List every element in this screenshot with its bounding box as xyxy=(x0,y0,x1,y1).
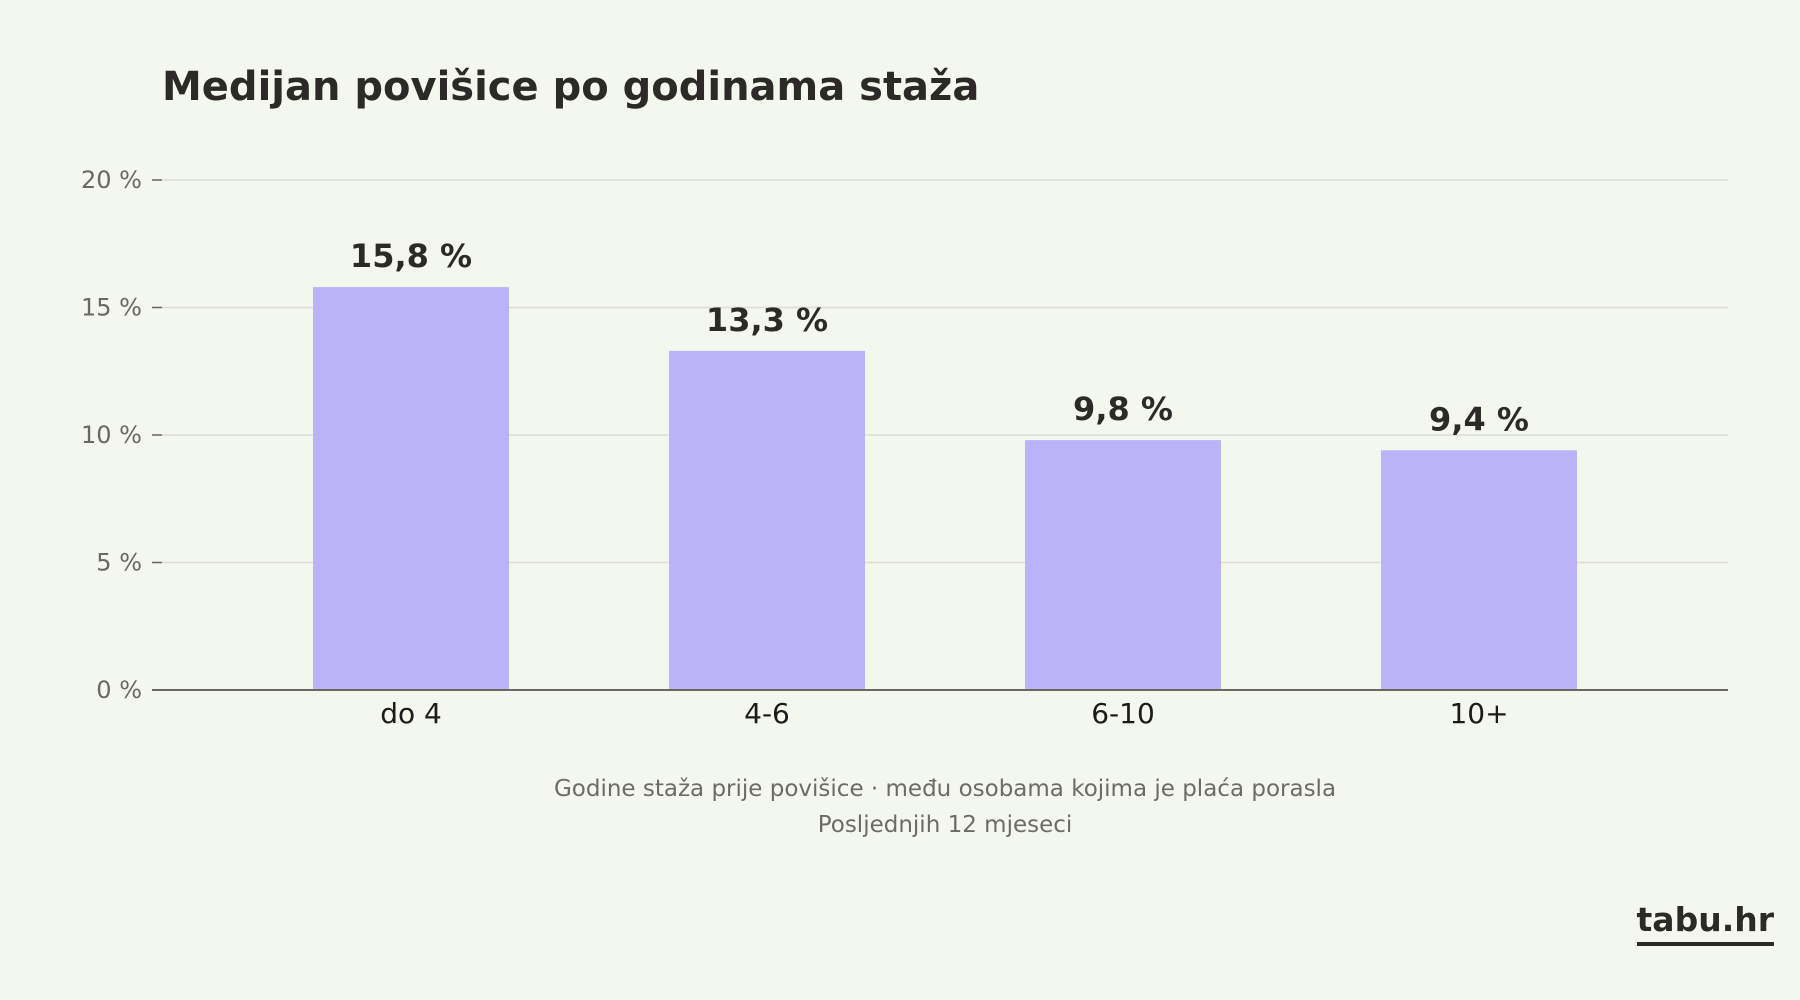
x-tick-label: 10+ xyxy=(1449,697,1508,730)
bar-do-4 xyxy=(313,287,509,690)
y-tick-label: 10 % xyxy=(81,421,142,449)
chart-title: Medijan povišice po godinama staža xyxy=(162,64,980,110)
x-tick-label: 4-6 xyxy=(744,697,790,730)
y-tick-label: 15 % xyxy=(81,294,142,322)
value-labels: 15,8 % 13,3 % 9,8 % 9,4 % xyxy=(350,237,1529,438)
bar-6-10 xyxy=(1025,440,1221,690)
bar-10 xyxy=(1381,450,1577,690)
brand-logo[interactable]: tabu.hr xyxy=(1636,901,1774,947)
bars xyxy=(313,287,1577,690)
chart-note-line-2: Posljednjih 12 mjeseci xyxy=(817,812,1073,838)
y-tick-label: 5 % xyxy=(96,549,142,577)
x-axis: do 4 4-6 6-10 10+ xyxy=(152,689,1728,730)
value-label: 13,3 % xyxy=(706,301,828,339)
bar-4-6 xyxy=(669,350,865,690)
value-label: 15,8 % xyxy=(350,237,472,275)
x-tick-label: 6-10 xyxy=(1091,697,1155,730)
x-tick-label: do 4 xyxy=(380,697,442,730)
y-tick-label: 20 % xyxy=(81,166,142,194)
value-label: 9,8 % xyxy=(1073,390,1173,428)
y-axis: 0 % 5 % 10 % 15 % 20 % xyxy=(81,166,162,704)
chart-note-line-1: Godine staža prije povišice · među osoba… xyxy=(553,776,1337,802)
value-label: 9,4 % xyxy=(1429,400,1529,438)
y-tick-label: 0 % xyxy=(96,676,142,704)
